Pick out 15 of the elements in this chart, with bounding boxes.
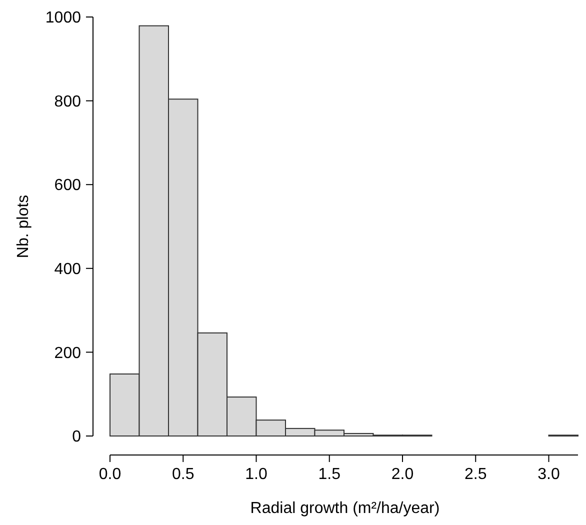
x-tick-label: 1.0 [245,466,268,483]
y-tick-label: 1000 [45,10,82,27]
y-tick-label: 600 [54,177,82,194]
y-tick-label: 400 [54,261,82,278]
y-tick-label: 200 [54,344,82,362]
y-tick-label: 800 [54,93,82,110]
x-axis-title: Radial growth (m²/ha/year) [250,500,440,517]
x-tick-label: 2.5 [464,466,487,483]
x-tick-label: 0.0 [98,466,122,483]
x-tick-label: 2.0 [391,466,414,483]
x-tick-label: 3.0 [538,466,560,483]
x-tick-label: 0.5 [172,466,194,483]
y-axis-title: Nb. plots [15,194,32,258]
y-tick-label: 0 [72,428,82,446]
x-tick-label: 1.5 [318,466,341,483]
